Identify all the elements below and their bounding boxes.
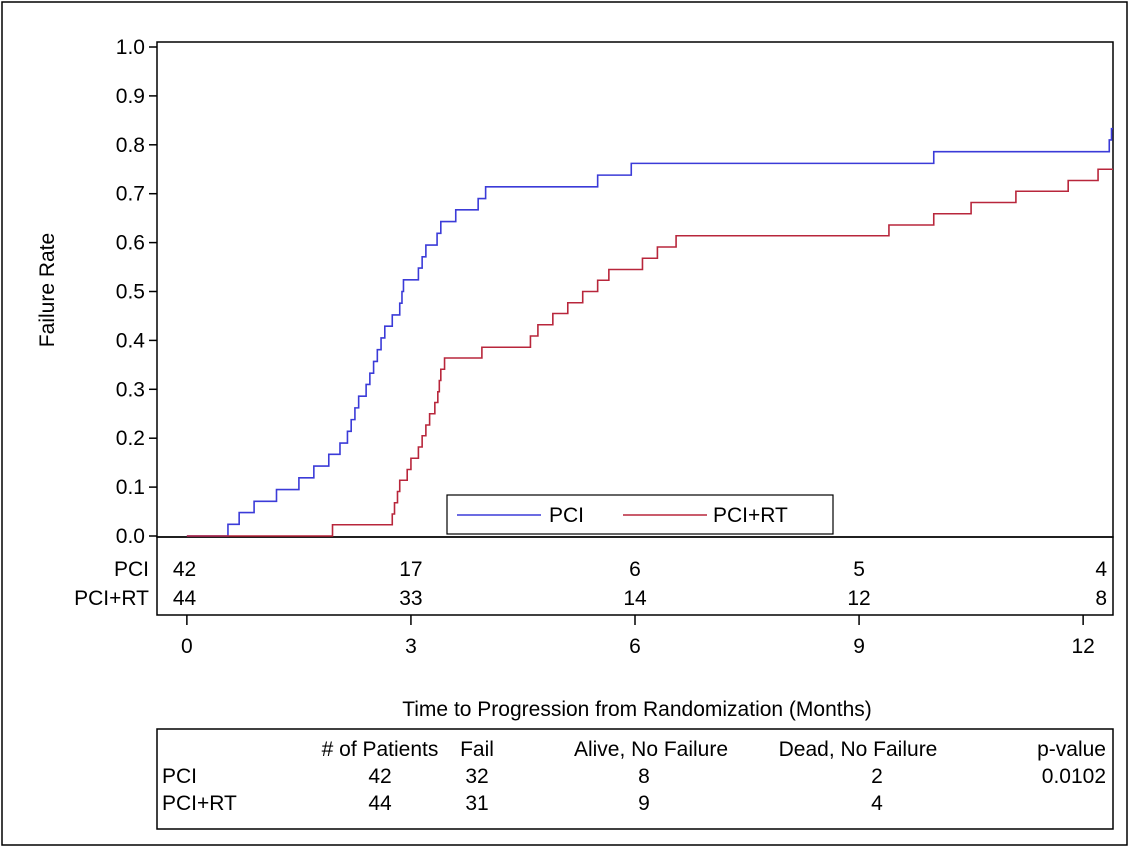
summary-cell: 2 — [871, 765, 883, 788]
at-risk-row-label: PCI+RT — [74, 587, 149, 610]
y-tick-label: 0.1 — [116, 476, 145, 499]
summary-header: Dead, No Failure — [779, 738, 938, 761]
at-risk-count: 44 — [173, 587, 197, 610]
y-tick-label: 1.0 — [116, 36, 145, 59]
at-risk-count: 6 — [629, 558, 641, 581]
summary-header: p-value — [1037, 738, 1106, 761]
y-tick-label: 0.4 — [116, 329, 146, 352]
y-tick-label: 0.9 — [116, 85, 145, 108]
series-line-pci-rt — [186, 168, 1113, 537]
series-line-pci — [186, 127, 1113, 537]
y-axis-label: Failure Rate — [36, 233, 59, 347]
x-tick-label: 9 — [853, 635, 865, 658]
x-axis-label: Time to Progression from Randomization (… — [402, 698, 872, 721]
at-risk-table: PCI 42 17 6 5 4 PCI+RT 44 33 14 12 8 — [74, 558, 1107, 610]
at-risk-count: 4 — [1095, 558, 1107, 581]
summary-header: Alive, No Failure — [574, 738, 728, 761]
summary-cell: 31 — [465, 792, 488, 815]
x-tick-label: 6 — [629, 635, 641, 658]
at-risk-count: 33 — [399, 587, 422, 610]
y-tick-label: 0.8 — [116, 134, 145, 157]
at-risk-row-label: PCI — [114, 558, 149, 581]
summary-cell: 8 — [638, 765, 650, 788]
summary-cell: 0.0102 — [1042, 765, 1106, 788]
x-axis: 0 3 6 9 12 — [181, 615, 1095, 658]
summary-cell: 44 — [368, 792, 392, 815]
summary-cell: 9 — [638, 792, 650, 815]
legend-label: PCI — [549, 504, 584, 527]
summary-frame — [156, 728, 1114, 830]
summary-cell: 42 — [368, 765, 391, 788]
at-risk-count: 12 — [847, 587, 870, 610]
x-tick-label: 12 — [1071, 635, 1094, 658]
series-layer — [186, 127, 1113, 537]
summary-row-label: PCI+RT — [162, 792, 237, 815]
summary-header: # of Patients — [322, 738, 439, 761]
at-risk-count: 42 — [173, 558, 196, 581]
y-tick-label: 0.2 — [116, 427, 145, 450]
at-risk-count: 8 — [1095, 587, 1107, 610]
y-tick-label: 0.7 — [116, 183, 145, 206]
at-risk-count: 5 — [853, 558, 865, 581]
y-tick-label: 0.0 — [116, 525, 145, 548]
summary-row-label: PCI — [162, 765, 197, 788]
legend-label: PCI+RT — [713, 504, 788, 527]
y-tick-label: 0.6 — [116, 232, 145, 255]
summary-cell: 4 — [871, 792, 883, 815]
at-risk-count: 17 — [399, 558, 422, 581]
summary-table: # of Patients Fail Alive, No Failure Dead, … — [156, 728, 1114, 830]
x-tick-label: 0 — [181, 635, 193, 658]
y-tick-label: 0.5 — [116, 281, 145, 304]
legend: PCI PCI+RT — [446, 494, 834, 535]
x-tick-label: 3 — [405, 635, 417, 658]
at-risk-count: 14 — [623, 587, 647, 610]
summary-cell: 32 — [465, 765, 488, 788]
y-axis: 0.0 0.1 0.2 0.3 0.4 0.5 0.6 0.7 0.8 0.9 1.0 — [116, 36, 157, 548]
y-tick-label: 0.3 — [116, 378, 145, 401]
summary-header: Fail — [460, 738, 494, 761]
